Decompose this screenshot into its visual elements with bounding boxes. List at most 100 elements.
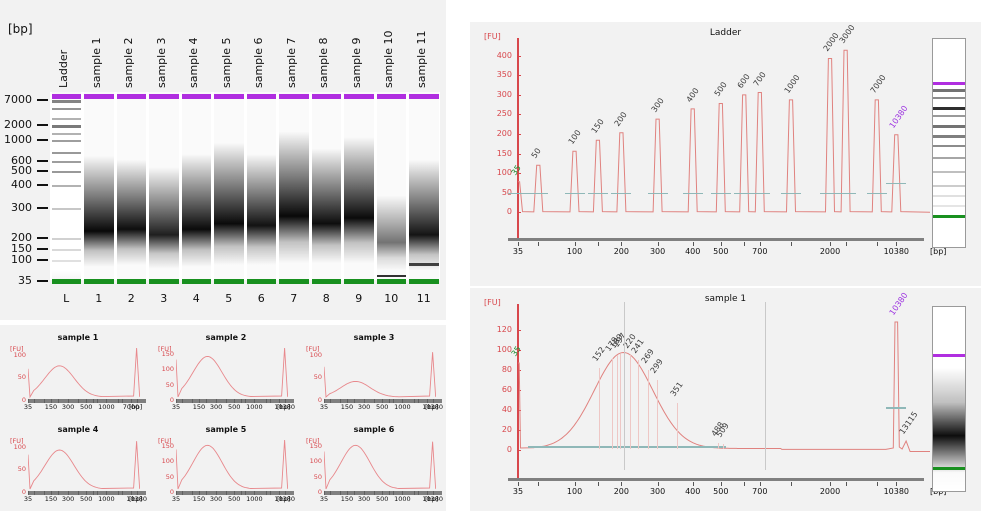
- mini-y-tick-0: 0: [317, 488, 322, 496]
- mini-chart-6[interactable]: sample 6 [FU] 0 50 100 150 35 150 300 500 1000 1038…: [304, 425, 444, 511]
- gel-lane-3[interactable]: [149, 92, 179, 284]
- mini-x-tick: [199, 399, 200, 403]
- peak-baseline-marker: [734, 192, 755, 195]
- mini-x-tick: [402, 491, 404, 495]
- gel-lane-11[interactable]: [409, 92, 439, 284]
- mini-x-tick-label-150: 150: [44, 495, 58, 503]
- gel-lane-footer-6: 6: [257, 292, 265, 305]
- mini-x-tick: [234, 399, 236, 403]
- mini-chart-4[interactable]: sample 4 [FU] 0 50 100 35 150 300 500 1000 10380 [b…: [8, 425, 148, 511]
- gel-lane-2[interactable]: [116, 92, 146, 284]
- x-tick-mark: [896, 482, 898, 486]
- gel-lower-marker-band: [149, 279, 179, 284]
- lane-preview-strip[interactable]: [932, 38, 966, 248]
- gel-size-tick-dash: [37, 280, 48, 282]
- mini-x-tick: [226, 399, 228, 403]
- mini-x-tick-label-35: 35: [171, 495, 181, 503]
- mini-y-tick-100: 100: [13, 442, 26, 451]
- mini-y-tick-50: 50: [313, 373, 322, 382]
- mini-x-tick: [57, 399, 59, 403]
- mini-chart-1[interactable]: sample 1 [FU] 0 50 100 35 150 300 500 1000 7000 [bp…: [8, 333, 148, 419]
- mini-x-tick-label-500: 500: [228, 495, 241, 503]
- x-tick-mark: [876, 242, 878, 246]
- y-tick-label-20: 20: [501, 425, 512, 434]
- gel-lane-10[interactable]: [376, 92, 406, 284]
- x-tick-label-700: 700: [752, 487, 768, 496]
- mini-y-tick-100: 100: [13, 350, 26, 359]
- mini-x-tick-label-1000: 1000: [246, 495, 263, 503]
- mini-x-tick-label-300: 300: [209, 403, 223, 411]
- ladder-electropherogram-panel[interactable]: Ladder [FU] 0 50 100 150 200 250 300 350 400 35 100 2…: [470, 22, 981, 286]
- mini-x-tick: [199, 491, 200, 495]
- mini-chart-5[interactable]: sample 5 [FU] 0 50 100 150 35 150 300 500 1000 1038…: [156, 425, 296, 511]
- y-tick-mark: [517, 390, 521, 391]
- mini-y-unit-label: [FU]: [10, 437, 24, 445]
- mini-x-tick: [176, 399, 177, 403]
- x-tick-mark: [597, 242, 599, 246]
- gel-lane-header-9: sample 9: [349, 37, 363, 89]
- gel-lane-8[interactable]: [311, 92, 341, 284]
- mini-x-tick: [413, 491, 415, 495]
- mini-x-tick-label-300: 300: [357, 495, 371, 503]
- mini-x-tick: [131, 399, 132, 403]
- lane-preview-band-6: [933, 135, 965, 138]
- mini-x-tick-label-300: 300: [209, 495, 223, 503]
- gel-lanes: [50, 92, 440, 284]
- mini-y-tick-50: 50: [313, 472, 322, 481]
- lane-preview-strip[interactable]: [932, 306, 966, 492]
- gel-lane-ladder[interactable]: [51, 92, 81, 284]
- mini-x-tick-label-1000: 1000: [246, 403, 263, 411]
- x-tick-mark: [538, 242, 540, 246]
- mini-x-unit-label: [bp]: [425, 403, 439, 411]
- gel-lane-4[interactable]: [181, 92, 211, 284]
- mini-x-tick: [78, 491, 80, 495]
- mini-y-tick-0: 0: [317, 396, 322, 404]
- gel-lane-footer-3: 3: [160, 292, 168, 305]
- gel-lane-7[interactable]: [279, 92, 309, 284]
- peak-dropline: [599, 368, 601, 449]
- x-tick-label-200: 200: [613, 487, 629, 496]
- y-tick-label-400: 400: [496, 50, 512, 60]
- gel-lane-footer-10: 10: [384, 292, 399, 305]
- mini-chart-2[interactable]: sample 2 [FU] 0 50 100 150 35 150 300 500 1000 1038…: [156, 333, 296, 419]
- mini-x-tick-label-1000: 1000: [394, 495, 411, 503]
- x-tick-label-10380: 10380: [883, 247, 910, 256]
- x-tick-label-500: 500: [713, 487, 729, 496]
- y-tick-label-50: 50: [501, 187, 512, 197]
- gel-lane-6[interactable]: [246, 92, 276, 284]
- ladder-band-8: [51, 171, 81, 174]
- gel-size-tick-dash: [37, 237, 48, 239]
- mini-x-tick-label-300: 300: [357, 403, 371, 411]
- gel-unit-label: [bp]: [8, 22, 33, 36]
- x-tick-mark: [574, 482, 576, 486]
- mini-chart-curve: [176, 439, 288, 491]
- x-tick-mark: [621, 242, 623, 246]
- gel-lane-5[interactable]: [214, 92, 244, 284]
- chart-title: Ladder: [709, 28, 742, 38]
- mini-x-tick: [413, 399, 415, 403]
- sample1-electropherogram-panel[interactable]: sample 1 [FU] 0 20 40 60 80 100 120 35 100 200 300 40…: [470, 288, 981, 511]
- x-tick-label-100: 100: [566, 487, 583, 496]
- lane-preview-band-1: [933, 89, 965, 92]
- mini-chart-title: sample 5: [205, 425, 247, 434]
- gel-lane-smear: [181, 92, 211, 280]
- gel-upper-marker-band: [84, 94, 114, 99]
- mini-chart-3[interactable]: sample 3 [FU] 0 50 100 35 150 300 500 1000 10380 [b…: [304, 333, 444, 419]
- mini-x-tick: [86, 491, 88, 495]
- mini-x-tick: [51, 491, 52, 495]
- x-tick-label-100: 100: [566, 247, 583, 256]
- x-tick-mark: [720, 242, 722, 246]
- gel-lane-1[interactable]: [84, 92, 114, 284]
- x-tick-mark: [830, 482, 831, 486]
- mini-y-tick-100: 100: [309, 457, 322, 466]
- ladder-band-0: [51, 100, 81, 103]
- peak-baseline-marker: [886, 407, 907, 409]
- gel-size-tick-200: 200: [11, 231, 48, 244]
- mini-x-tick: [192, 399, 194, 403]
- mini-x-tick-label-10380: 10380: [422, 495, 443, 503]
- gel-extra-band: [409, 263, 439, 266]
- gel-lane-smear: [149, 92, 179, 280]
- gel-lane-9[interactable]: [344, 92, 374, 284]
- mini-x-tick: [393, 399, 395, 403]
- mini-y-tick-150: 150: [309, 442, 322, 451]
